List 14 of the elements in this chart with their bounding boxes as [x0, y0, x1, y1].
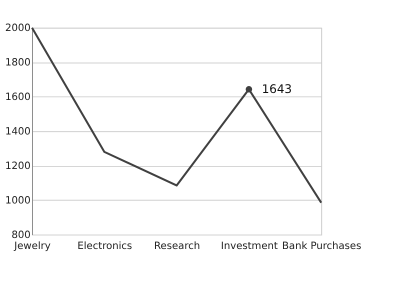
line-series [31, 26, 322, 204]
y-tick-label: 1600 [5, 92, 31, 103]
y-tick-label: 1800 [5, 57, 31, 68]
x-tick-label: Research [154, 240, 200, 252]
x-tick-label: Jewelry [13, 240, 51, 252]
x-tick-label: Bank Purchases [282, 240, 362, 252]
y-tick-label: 1000 [5, 195, 31, 206]
y-tick-label: 800 [11, 230, 31, 241]
y-tick-label: 1200 [5, 160, 31, 172]
x-tick-label: Electronics [77, 240, 132, 252]
y-tick-label: 2000 [5, 22, 31, 34]
y-tick-label: 1400 [5, 126, 31, 138]
annotation: 1643 [262, 82, 292, 96]
x-tick-label: Investment [220, 240, 278, 252]
